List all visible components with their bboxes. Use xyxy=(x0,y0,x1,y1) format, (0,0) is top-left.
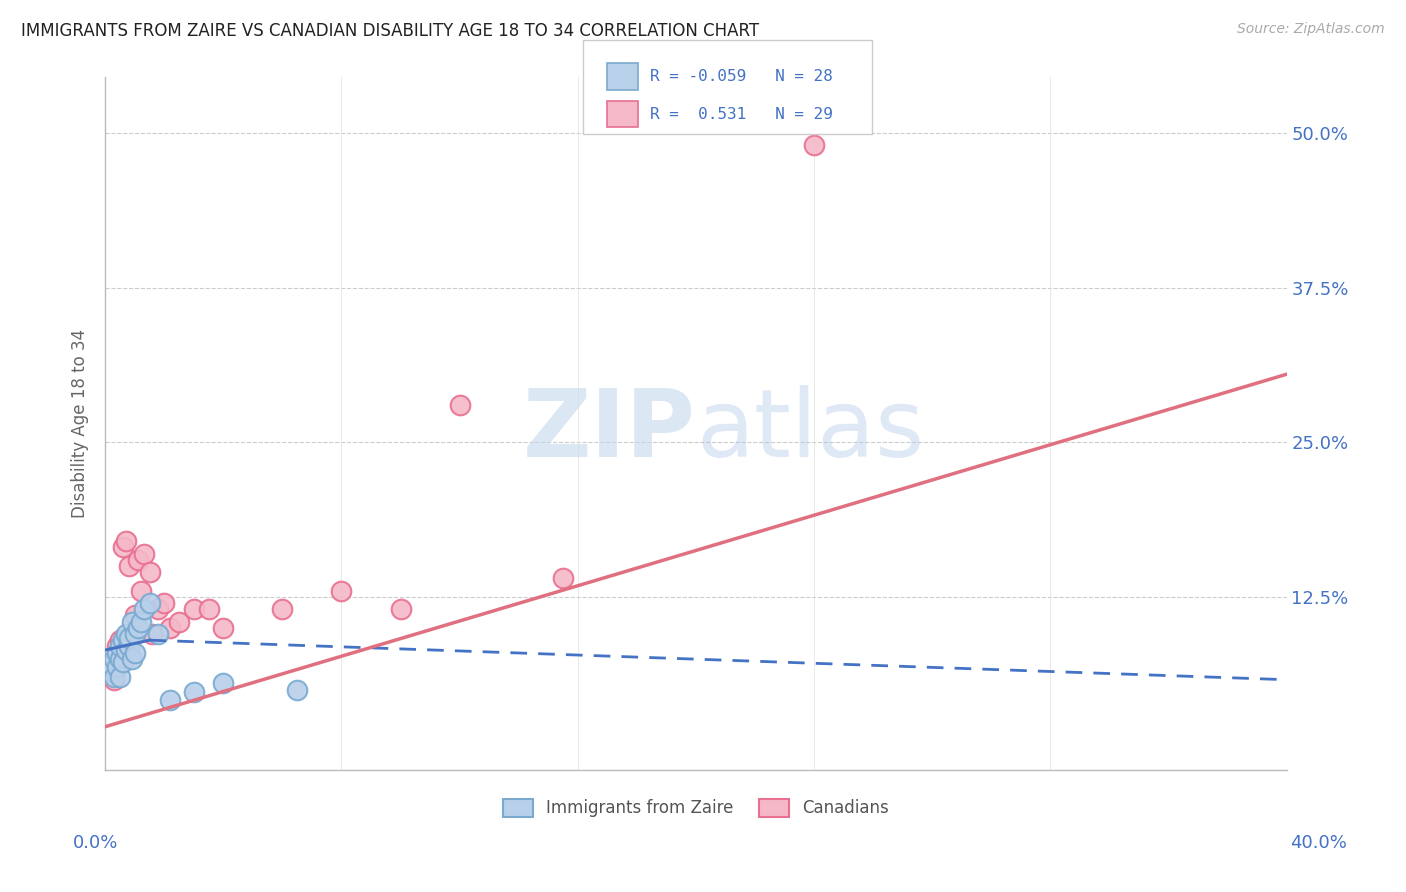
Point xyxy=(111,656,134,670)
Point xyxy=(138,565,160,579)
Point xyxy=(103,651,125,665)
Point xyxy=(138,596,160,610)
Point xyxy=(127,621,149,635)
Point xyxy=(271,602,294,616)
Text: R =  0.531   N = 29: R = 0.531 N = 29 xyxy=(650,106,832,121)
Point xyxy=(97,664,120,678)
Point xyxy=(124,646,146,660)
Point xyxy=(108,633,131,648)
Point xyxy=(183,602,205,616)
Point xyxy=(100,657,122,672)
Point xyxy=(132,547,155,561)
Point xyxy=(159,692,181,706)
Point xyxy=(115,534,138,549)
Point xyxy=(197,602,219,616)
Point xyxy=(115,627,138,641)
Text: ZIP: ZIP xyxy=(523,384,696,476)
Point xyxy=(105,660,128,674)
Text: R = -0.059   N = 28: R = -0.059 N = 28 xyxy=(650,70,832,85)
Point xyxy=(105,646,128,660)
Point xyxy=(551,571,574,585)
Point xyxy=(108,651,131,665)
Point xyxy=(103,670,125,684)
Point xyxy=(159,621,181,635)
Point xyxy=(97,664,120,678)
Text: 40.0%: 40.0% xyxy=(1291,834,1347,852)
Text: IMMIGRANTS FROM ZAIRE VS CANADIAN DISABILITY AGE 18 TO 34 CORRELATION CHART: IMMIGRANTS FROM ZAIRE VS CANADIAN DISABI… xyxy=(21,22,759,40)
Point xyxy=(118,558,141,573)
Point xyxy=(124,608,146,623)
Point xyxy=(449,398,471,412)
Point xyxy=(141,627,163,641)
Point xyxy=(148,627,170,641)
Point xyxy=(330,583,353,598)
Point xyxy=(118,631,141,645)
Point xyxy=(108,640,131,654)
Point xyxy=(129,615,152,629)
Point xyxy=(167,615,190,629)
Point xyxy=(183,685,205,699)
Text: Source: ZipAtlas.com: Source: ZipAtlas.com xyxy=(1237,22,1385,37)
Point xyxy=(103,673,125,687)
Point xyxy=(132,602,155,616)
Point xyxy=(121,615,143,629)
Point xyxy=(121,627,143,641)
Point xyxy=(108,670,131,684)
Point xyxy=(212,621,235,635)
Legend: Immigrants from Zaire, Canadians: Immigrants from Zaire, Canadians xyxy=(496,792,896,824)
Point xyxy=(111,541,134,555)
Point xyxy=(115,643,138,657)
Text: 0.0%: 0.0% xyxy=(73,834,118,852)
Point xyxy=(803,138,825,153)
Point xyxy=(127,553,149,567)
Point xyxy=(111,633,134,648)
Point xyxy=(389,602,412,616)
Text: atlas: atlas xyxy=(696,384,924,476)
Point xyxy=(100,657,122,672)
Point xyxy=(285,682,308,697)
Point xyxy=(153,596,176,610)
Point xyxy=(212,676,235,690)
Point xyxy=(121,651,143,665)
Point xyxy=(129,583,152,598)
Point xyxy=(105,640,128,654)
Y-axis label: Disability Age 18 to 34: Disability Age 18 to 34 xyxy=(72,329,89,518)
Point xyxy=(124,627,146,641)
Point xyxy=(148,602,170,616)
Point xyxy=(108,651,131,665)
Point xyxy=(118,640,141,654)
